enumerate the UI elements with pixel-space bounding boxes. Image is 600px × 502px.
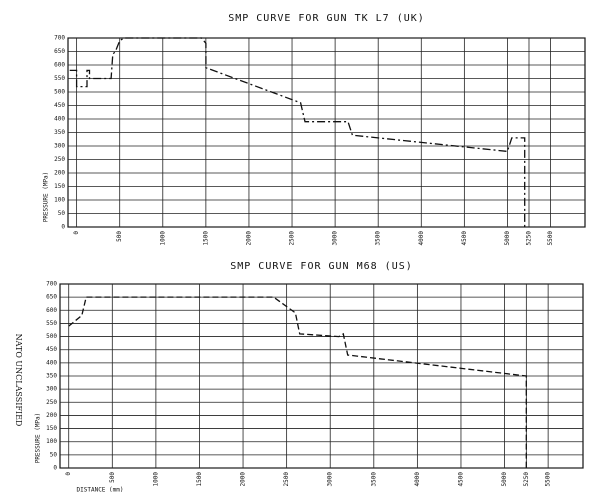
x-tick-label: 1500 — [196, 472, 203, 487]
data-line — [69, 37, 526, 227]
y-tick-label: 100 — [46, 438, 57, 445]
y-tick-label: 200 — [54, 170, 65, 177]
y-tick-label: 400 — [46, 359, 57, 366]
y-tick-label: 700 — [54, 35, 65, 42]
x-tick-label: 3500 — [375, 231, 382, 246]
x-tick-label: 3000 — [332, 231, 339, 246]
data-line — [68, 296, 527, 468]
y-tick-label: 550 — [54, 75, 65, 82]
chart-title: SMP CURVE FOR GUN M68 (US) — [230, 261, 413, 272]
y-tick-label: 250 — [54, 156, 65, 163]
y-tick-label: 50 — [50, 451, 58, 458]
x-tick-label: 4000 — [418, 231, 425, 246]
y-tick-label: 700 — [46, 281, 57, 288]
x-tick-label: 0 — [65, 472, 72, 476]
x-tick-label: 2500 — [289, 231, 296, 246]
y-tick-label: 500 — [46, 333, 57, 340]
x-tick-label: 5500 — [545, 472, 552, 487]
x-tick-label: 3000 — [327, 472, 334, 487]
x-tick-label: 1000 — [152, 472, 159, 487]
y-tick-label: 450 — [54, 102, 65, 109]
x-tick-label: 4500 — [461, 231, 468, 246]
y-tick-label: 600 — [54, 62, 65, 69]
y-tick-label: 550 — [46, 320, 57, 327]
x-tick-label: 0 — [73, 231, 80, 235]
x-tick-label: 500 — [116, 231, 123, 242]
y-axis-label: PRESSURE (MPa) — [35, 413, 42, 464]
y-tick-label: 100 — [54, 197, 65, 204]
y-tick-label: 350 — [46, 373, 57, 380]
y-tick-label: 450 — [46, 346, 57, 353]
y-tick-label: 250 — [46, 399, 57, 406]
y-tick-label: 300 — [46, 386, 57, 393]
y-tick-label: 150 — [46, 425, 57, 432]
x-tick-label: 5000 — [504, 231, 511, 246]
x-tick-label: 2500 — [283, 472, 290, 487]
x-tick-label: 5250 — [523, 472, 530, 487]
y-axis-label: PRESSURE (MPa) — [43, 172, 50, 223]
x-tick-label: 1500 — [202, 231, 209, 246]
y-tick-label: 0 — [53, 465, 57, 472]
x-tick-label: 500 — [109, 472, 116, 483]
y-tick-label: 650 — [46, 294, 57, 301]
y-tick-label: 500 — [54, 89, 65, 96]
y-tick-label: 400 — [54, 116, 65, 123]
y-tick-label: 150 — [54, 183, 65, 190]
x-tick-label: 3500 — [370, 472, 377, 487]
x-tick-label: 4500 — [457, 472, 464, 487]
marking: NATO UNCLASSIFIED — [14, 334, 23, 427]
x-axis-label: DISTANCE (mm) — [77, 487, 124, 494]
y-tick-label: 300 — [54, 143, 65, 150]
y-tick-label: 200 — [46, 412, 57, 419]
y-tick-label: 0 — [61, 224, 65, 231]
x-tick-label: 5500 — [547, 231, 554, 246]
y-tick-label: 600 — [46, 307, 57, 314]
x-tick-label: 5250 — [525, 231, 532, 246]
x-tick-label: 1000 — [159, 231, 166, 246]
x-tick-label: 2000 — [240, 472, 247, 487]
y-tick-label: 650 — [54, 48, 65, 55]
x-tick-label: 4000 — [414, 472, 421, 487]
y-tick-label: 350 — [54, 129, 65, 136]
x-tick-label: 5000 — [501, 472, 508, 487]
x-tick-label: 2000 — [245, 231, 252, 246]
y-tick-label: 50 — [58, 210, 66, 217]
chart-title: SMP CURVE FOR GUN TK L7 (UK) — [228, 13, 425, 24]
